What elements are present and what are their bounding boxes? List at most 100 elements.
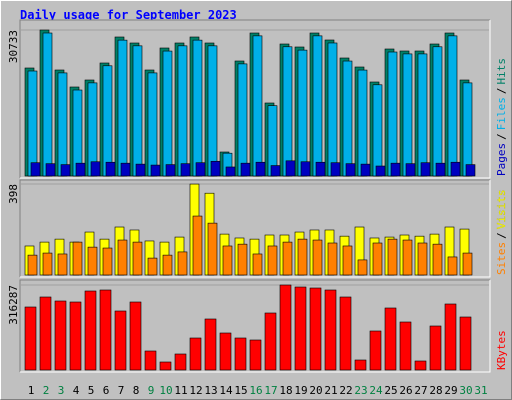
x-tick-label: 29: [444, 384, 457, 397]
bar: [237, 243, 248, 276]
bar: [387, 51, 398, 177]
bar: [87, 246, 98, 276]
x-tick-label: 19: [294, 384, 307, 397]
bar: [432, 243, 443, 276]
bar: [315, 161, 326, 177]
bar: [450, 161, 461, 177]
x-tick-label: 17: [264, 384, 277, 397]
bar: [192, 215, 203, 276]
x-tick-label: 8: [133, 384, 140, 397]
bar: [180, 163, 191, 177]
chart-title: Daily usage for September 2023: [20, 8, 237, 22]
legend-entry: Pages: [495, 143, 508, 176]
bar: [240, 162, 251, 177]
panel-border-dark: [19, 179, 490, 277]
bar: [195, 162, 206, 177]
bar: [375, 165, 386, 177]
bar: [327, 242, 338, 276]
bar: [252, 35, 263, 177]
bar: [309, 287, 322, 371]
bar: [147, 257, 158, 276]
x-tick-label: 12: [189, 384, 202, 397]
bar: [57, 72, 68, 177]
x-tick-label: 30: [459, 384, 472, 397]
x-tick-label: 26: [399, 384, 412, 397]
bar: [327, 42, 338, 177]
bar: [249, 339, 262, 371]
bar: [27, 70, 38, 177]
x-tick-label: 16: [249, 384, 262, 397]
panel-border-light: [20, 280, 491, 373]
legend: Sites / Visits: [495, 190, 508, 276]
bar: [237, 63, 248, 177]
bar: [345, 163, 356, 177]
bar: [75, 162, 86, 177]
bar: [24, 306, 37, 371]
bar: [465, 164, 476, 177]
bar: [312, 239, 323, 276]
bar: [429, 325, 442, 371]
bar: [279, 284, 292, 371]
bar: [399, 321, 412, 371]
bar: [285, 160, 296, 177]
x-tick-label: 21: [324, 384, 337, 397]
bar: [297, 49, 308, 177]
bar: [462, 82, 473, 177]
bar: [165, 164, 176, 177]
bar: [192, 39, 203, 177]
y-tick-label: 316287: [7, 285, 20, 325]
x-tick-label: 4: [73, 384, 80, 397]
bar: [114, 310, 127, 371]
panel-border-dark: [19, 279, 490, 372]
bar: [360, 163, 371, 177]
bar: [135, 163, 146, 177]
bar: [54, 300, 67, 371]
panel-border-light: [20, 180, 491, 278]
bar: [132, 241, 143, 276]
x-tick-label: 6: [103, 384, 110, 397]
x-tick-label: 13: [204, 384, 217, 397]
x-tick-label: 3: [58, 384, 65, 397]
bar: [300, 161, 311, 177]
x-tick-label: 31: [474, 384, 487, 397]
bar: [447, 256, 458, 276]
panel-border-dark: [19, 19, 490, 178]
bar: [162, 50, 173, 177]
bar: [462, 252, 473, 276]
bar: [324, 289, 337, 371]
bar: [129, 301, 142, 371]
bar: [267, 245, 278, 276]
bar: [144, 350, 157, 371]
x-tick-label: 27: [414, 384, 427, 397]
bar: [252, 253, 263, 276]
bar: [432, 46, 443, 177]
bar: [42, 32, 53, 177]
legend-entry: KBytes: [495, 330, 508, 370]
x-tick-label: 5: [88, 384, 95, 397]
bar: [225, 166, 236, 177]
bar: [30, 162, 41, 177]
bar: [222, 245, 233, 276]
x-tick-label: 18: [279, 384, 292, 397]
bar: [357, 69, 368, 177]
x-tick-label: 10: [159, 384, 172, 397]
bar: [189, 337, 202, 371]
x-tick-label: 22: [339, 384, 352, 397]
bar: [420, 162, 431, 177]
x-tick-label: 24: [369, 384, 383, 397]
legend-entry: Visits: [495, 190, 508, 230]
bar: [312, 35, 323, 177]
bar: [339, 296, 352, 371]
bar: [84, 290, 97, 371]
bar: [39, 296, 52, 371]
bar: [354, 359, 367, 371]
bar: [369, 330, 382, 371]
bar: [27, 254, 38, 276]
bar: [219, 332, 232, 371]
bar: [69, 301, 82, 371]
x-tick-label: 20: [309, 384, 322, 397]
bar: [294, 286, 307, 371]
bar: [60, 164, 71, 177]
bar: [405, 163, 416, 177]
bar: [177, 45, 188, 177]
